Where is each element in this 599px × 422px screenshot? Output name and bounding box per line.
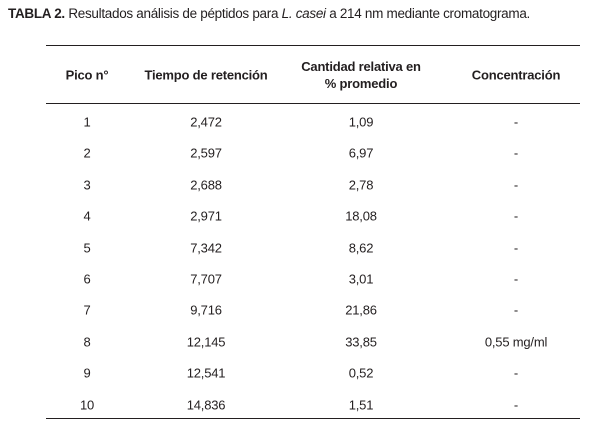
header-cell: Tiempo de retención <box>144 67 267 84</box>
table-cell: 2 <box>83 145 91 161</box>
table-cell: 21,86 <box>345 302 377 318</box>
top-rule <box>46 45 580 46</box>
table-cell: - <box>513 271 519 287</box>
header-cell: Concentración <box>471 67 561 84</box>
table-cell: 9 <box>83 365 91 381</box>
header-cell: Cantidad relativa en % promedio <box>301 58 421 92</box>
table-cell: 10 <box>79 397 95 413</box>
table-cell: 5 <box>83 240 91 256</box>
header-rule <box>46 103 580 104</box>
caption-text: a 214 nm mediante cromatograma. <box>329 6 530 21</box>
header-text: Concentración <box>471 67 561 83</box>
table-cell: 33,85 <box>345 334 377 350</box>
table-cell: 12,541 <box>186 365 226 381</box>
table-cell: 0,55 mg/ml <box>484 334 548 350</box>
table-cell: - <box>513 365 519 381</box>
table-cell: 4 <box>83 208 91 224</box>
table-cell: 3 <box>83 177 91 193</box>
caption-species: L. casei <box>281 6 326 21</box>
table-cell: 2,78 <box>348 177 374 193</box>
table-cell: - <box>513 145 519 161</box>
table-cell: 8 <box>83 334 91 350</box>
table-cell: - <box>513 114 519 130</box>
table-cell: 0,52 <box>348 365 374 381</box>
table-cell: - <box>513 302 519 318</box>
caption-label: TABLA 2. <box>8 6 65 21</box>
table-cell: 1 <box>83 114 91 130</box>
table-cell: 7,707 <box>190 271 222 287</box>
table-cell: 14,836 <box>186 397 226 413</box>
table-cell: 7 <box>83 302 91 318</box>
table-cell: 3,01 <box>348 271 374 287</box>
table-cell: 6,97 <box>348 145 374 161</box>
header-text: % promedio <box>324 76 398 91</box>
table-cell: - <box>513 208 519 224</box>
table-cell: 1,09 <box>348 114 374 130</box>
caption-text: Resultados análisis de péptidos para <box>68 6 279 21</box>
table-cell: - <box>513 177 519 193</box>
table-cell: 2,688 <box>190 177 222 193</box>
table-cell: 12,145 <box>186 334 226 350</box>
table-cell: 2,472 <box>190 114 222 130</box>
header-text: Tiempo de retención <box>144 67 268 83</box>
table-cell: 6 <box>83 271 91 287</box>
table-cell: 9,716 <box>190 302 222 318</box>
header-cell: Pico n° <box>66 67 109 84</box>
table-cell: 2,597 <box>190 145 222 161</box>
table-cell: 7,342 <box>190 240 222 256</box>
table-cell: 2,971 <box>190 208 222 224</box>
table-cell: - <box>513 240 519 256</box>
table-cell: - <box>513 397 519 413</box>
bottom-rule <box>46 418 580 419</box>
header-text: Cantidad relativa en <box>301 59 421 74</box>
table-cell: 18,08 <box>345 208 377 224</box>
header-text: Pico n° <box>65 67 109 83</box>
table-cell: 1,51 <box>348 397 374 413</box>
table-caption: TABLA 2. Resultados análisis de péptidos… <box>8 6 530 21</box>
table-cell: 8,62 <box>348 240 374 256</box>
